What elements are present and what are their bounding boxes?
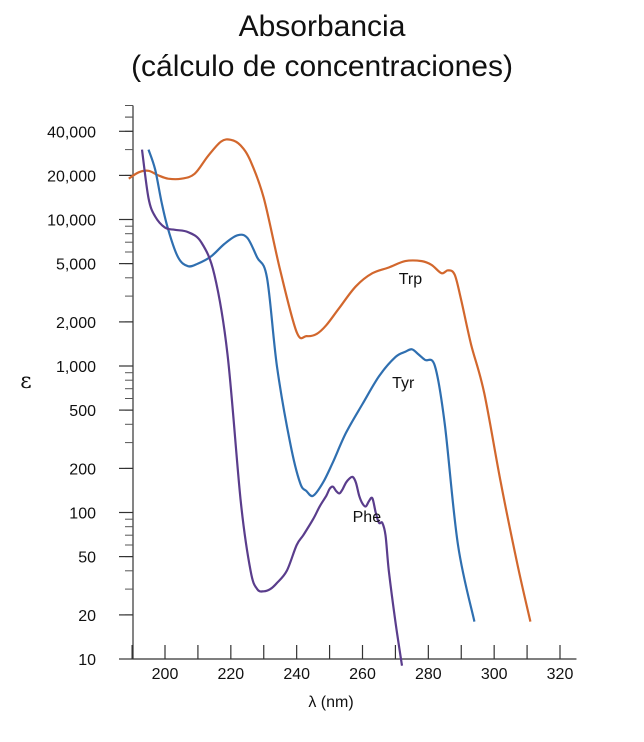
y-tick-label: 20 [78, 608, 96, 625]
ticks: 10 20 50 100 200 500 1,000 2,000 5,000 10,000 20,0… [47, 105, 574, 683]
y-tick-label: 50 [78, 550, 96, 567]
y-tick-label: 10 [78, 652, 96, 669]
x-tick-label: 280 [415, 666, 442, 683]
chart-subtitle: (cálculo de concentraciones) [131, 50, 513, 83]
y-tick-label: 200 [69, 461, 96, 478]
y-axis-title: ε [20, 369, 31, 394]
y-tick-label: 1,000 [56, 359, 96, 376]
x-tick-label: 220 [217, 666, 244, 683]
x-tick-label: 240 [283, 666, 310, 683]
x-tick-label: 320 [547, 666, 574, 683]
x-tick-label: 260 [349, 666, 376, 683]
series-label-trp: Trp [399, 271, 423, 288]
y-tick-label: 2,000 [56, 315, 96, 332]
chart-title: Absorbancia [238, 10, 406, 43]
series-line-trp [128, 138, 532, 622]
x-tick-label: 200 [152, 666, 179, 683]
x-axis-title: λ (nm) [308, 694, 353, 711]
y-tick-label: 100 [69, 506, 96, 523]
x-tick-label: 300 [481, 666, 508, 683]
series-labels: Trp Tyr Phe [353, 271, 423, 526]
y-tick-label: 500 [69, 403, 96, 420]
axes [132, 105, 577, 660]
series-line-tyr [147, 149, 476, 622]
y-tick-label: 5,000 [56, 257, 96, 274]
series-line-phe [140, 149, 404, 666]
series-label-phe: Phe [353, 509, 382, 526]
series-label-tyr: Tyr [392, 375, 415, 392]
y-tick-label: 10,000 [47, 213, 96, 230]
y-tick-label: 20,000 [47, 168, 96, 185]
y-tick-label: 40,000 [47, 124, 96, 141]
series-lines [128, 138, 532, 666]
